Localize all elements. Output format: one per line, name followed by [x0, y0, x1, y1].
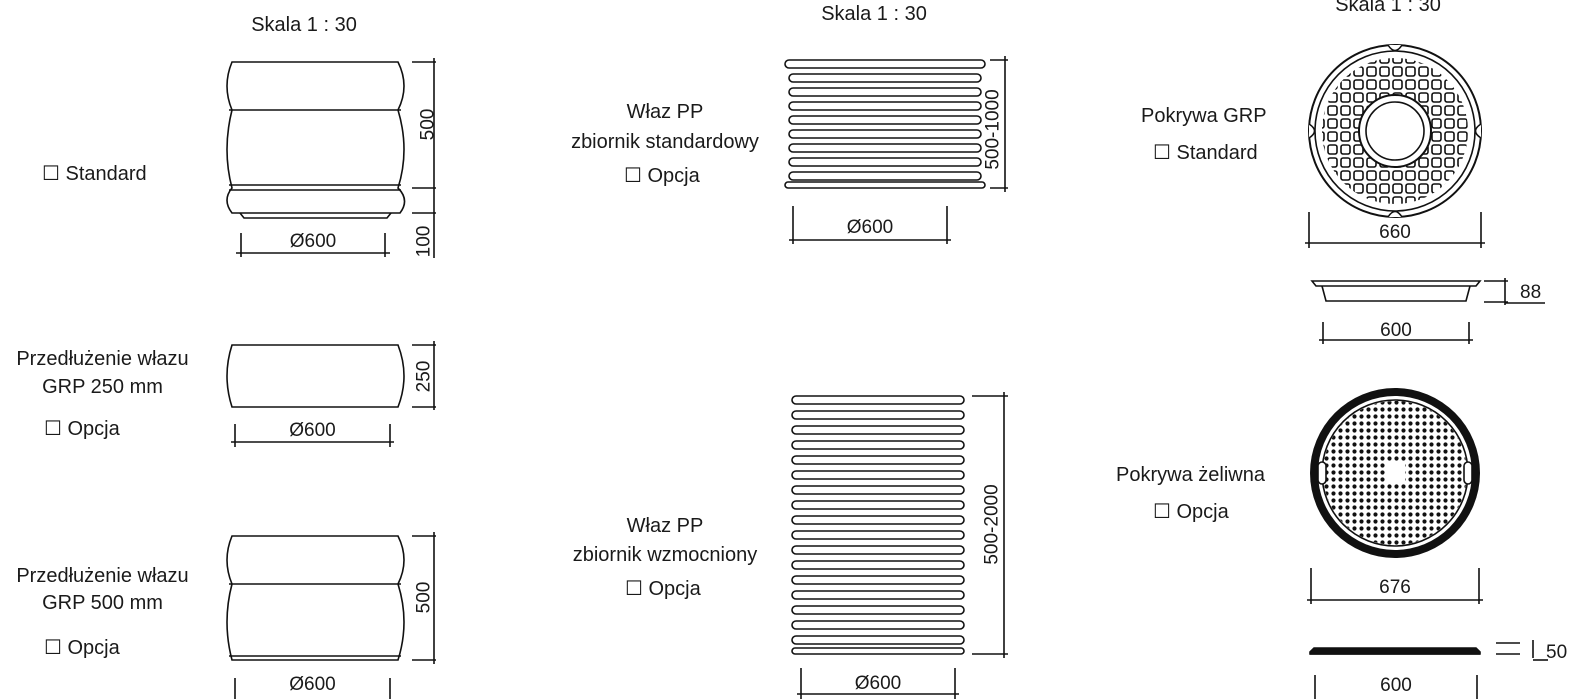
checkbox-icon[interactable]: ☐ [625, 578, 643, 600]
pp-reinforced-title-line1: Właz PP [626, 515, 704, 537]
option-pp-reinforced: ☐ Opcja [625, 579, 701, 599]
manhole-shaft-standard-drawing [227, 58, 436, 258]
cast-iron-cover-drawing [1307, 388, 1548, 699]
scale-label-middle: Skala 1 : 30 [821, 3, 927, 25]
dim-height-50: 50 [1546, 642, 1568, 663]
option-label: Standard [65, 163, 147, 185]
option-cast-iron-cover: ☐ Opcja [1153, 502, 1229, 522]
option-label: Opcja [67, 637, 120, 659]
extension-500-title-line2: GRP 500 mm [42, 592, 163, 614]
option-label: Standard [1176, 142, 1258, 164]
dim-width-600: 600 [1380, 320, 1412, 341]
grp-cover-title: Pokrywa GRP [1141, 105, 1267, 127]
pp-shaft-standard-drawing [785, 56, 1008, 244]
dim-diameter: Ø600 [289, 674, 336, 695]
pp-standard-title-line2: zbiornik standardowy [571, 131, 759, 153]
pp-reinforced-title-line2: zbiornik wzmocniony [572, 544, 758, 566]
cast-iron-cover-title: Pokrywa żeliwna [1116, 464, 1265, 486]
pp-standard-title-line1: Właz PP [626, 101, 704, 123]
checkbox-icon[interactable]: ☐ [42, 163, 60, 185]
scale-label-right: Skala 1 : 30 [1335, 0, 1441, 16]
option-extension-500: ☐ Opcja [44, 638, 120, 658]
option-label: Opcja [647, 165, 700, 187]
scale-label-left: Skala 1 : 30 [251, 14, 357, 36]
extension-250-title-line2: GRP 250 mm [42, 376, 163, 398]
extension-250-title-line1: Przedłużenie włazu [16, 348, 189, 370]
dim-diameter: Ø600 [289, 420, 336, 441]
dim-height-88: 88 [1520, 282, 1542, 303]
option-pp-standard: ☐ Opcja [624, 166, 700, 186]
dim-diameter-676: 676 [1379, 577, 1411, 598]
extension-250-drawing [227, 341, 436, 447]
dim-base-100: 100 [413, 225, 435, 258]
dim-height-250: 250 [413, 360, 435, 393]
option-standard-hatch: ☐ Standard [42, 164, 147, 184]
dim-height-500: 500 [413, 581, 435, 614]
extension-500-drawing [227, 532, 436, 699]
option-label: Opcja [67, 418, 120, 440]
dim-diameter: Ø600 [854, 673, 902, 694]
checkbox-icon[interactable]: ☐ [1153, 142, 1171, 164]
dim-width-600: 600 [1380, 675, 1412, 696]
grp-cover-drawing [1305, 45, 1545, 344]
option-label: Opcja [648, 578, 701, 600]
option-extension-250: ☐ Opcja [44, 419, 120, 439]
option-label: Opcja [1176, 501, 1229, 523]
dim-diameter: Ø600 [289, 231, 337, 252]
checkbox-icon[interactable]: ☐ [44, 418, 62, 440]
dim-height-500-1000: 500-1000 [982, 89, 1004, 170]
dim-diameter-660: 660 [1379, 222, 1411, 243]
dim-height-500-2000: 500-2000 [981, 484, 1003, 565]
dim-diameter: Ø600 [846, 217, 894, 238]
extension-500-title-line1: Przedłużenie włazu [16, 565, 189, 587]
checkbox-icon[interactable]: ☐ [624, 165, 642, 187]
checkbox-icon[interactable]: ☐ [44, 637, 62, 659]
checkbox-icon[interactable]: ☐ [1153, 501, 1171, 523]
pp-shaft-reinforced-drawing [792, 392, 1008, 699]
option-grp-cover: ☐ Standard [1153, 143, 1258, 163]
dim-height-500: 500 [417, 108, 439, 141]
